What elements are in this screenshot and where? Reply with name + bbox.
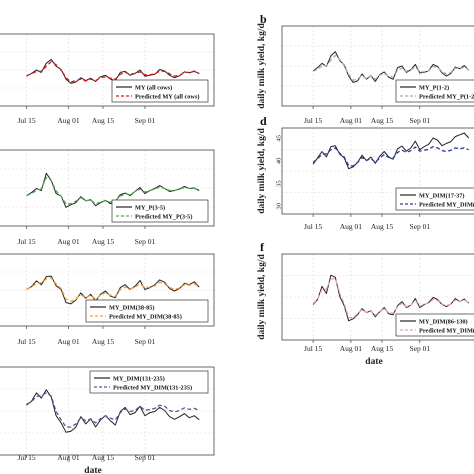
x-tick-label: Aug 15 xyxy=(92,337,115,346)
x-tick-label: Sep 01 xyxy=(135,116,156,125)
x-tick-label: Jul 15 xyxy=(17,116,35,125)
x-tick-label: Jul 15 xyxy=(17,453,35,462)
legend-label: Predicted MY_DIM(17-37) xyxy=(419,201,474,208)
x-tick-label: Aug 15 xyxy=(371,222,394,231)
x-tick-label: Aug 01 xyxy=(340,116,363,125)
x-tick-label: Sep 01 xyxy=(409,222,430,231)
legend-label: Predicted MY_DIM(131-235) xyxy=(113,384,192,391)
x-tick-label: Aug 15 xyxy=(92,116,115,125)
x-tick-label: Aug 01 xyxy=(340,344,363,353)
panel-7: Jul 15 Aug 01 Aug 15 Sep 01 date MY_DIM(131-2… xyxy=(0,366,215,474)
x-axis-label: date xyxy=(84,466,101,474)
series-line-predicted xyxy=(312,145,469,167)
panel-5: Jul 15 Aug 01 Aug 15 Sep 01 MY_DIM(38-85) Pre… xyxy=(0,253,215,346)
panel-letter: b xyxy=(260,12,267,26)
x-tick-label: Aug 15 xyxy=(371,344,394,353)
legend-box xyxy=(89,370,209,394)
legend-label: MY_DIM(86-130) xyxy=(419,318,468,325)
series-line-predicted xyxy=(312,54,470,82)
series-line-predicted xyxy=(312,277,470,319)
y-tick-label: 45 xyxy=(276,135,283,142)
legend-box xyxy=(85,299,209,323)
x-tick-label: Aug 01 xyxy=(57,453,80,462)
legend-label: MY_DIM(38-85) xyxy=(109,304,154,311)
legend-label: Predicted MY_P(1-2) xyxy=(419,93,474,100)
legend-label: Predicted MY_DIM(38-85) xyxy=(109,313,182,320)
panel-2: Jul 15 Aug 01 Aug 15 Sep 01 daily milk yield… xyxy=(257,12,474,125)
legend: MY_DIM(38-85) Predicted MY_DIM(38-85) xyxy=(85,299,209,323)
series-line-predicted xyxy=(26,277,200,303)
legend: MY_P(1-2) Predicted MY_P(1-2) xyxy=(395,79,474,103)
x-tick-label: Sep 01 xyxy=(409,344,430,353)
x-tick-label: Sep 01 xyxy=(135,453,156,462)
legend-box xyxy=(111,199,209,223)
legend: MY_DIM(17-37) Predicted MY_DIM(17-37) xyxy=(395,187,474,211)
y-tick-label: 30 xyxy=(276,203,283,210)
x-tick-label: Jul 15 xyxy=(304,222,322,231)
legend-label: MY_DIM(17-37) xyxy=(419,192,464,199)
x-tick-label: Jul 15 xyxy=(17,237,35,246)
series-line-predicted xyxy=(26,61,200,83)
x-tick-label: Aug 15 xyxy=(92,237,115,246)
series-line-predicted xyxy=(26,392,200,428)
x-tick-label: Aug 15 xyxy=(92,453,115,462)
legend-label: Predicted MY_DIM(86-130) xyxy=(419,327,474,334)
x-tick-label: Aug 01 xyxy=(57,237,80,246)
y-tick-label: 35 xyxy=(276,180,283,187)
series-line-observed xyxy=(26,275,200,305)
panel-3: Jul 15 Aug 01 Aug 15 Sep 01 MY_P(3-5) Predict… xyxy=(0,149,215,246)
series-line-observed xyxy=(26,389,200,433)
y-axis-label: daily milk yield, kg/d xyxy=(257,254,267,340)
x-tick-label: Aug 01 xyxy=(57,337,80,346)
panel-4: Jul 15 Aug 01 Aug 15 Sep 01 30 35 40 45 daily mi… xyxy=(257,114,474,231)
y-axis-label: daily milk yield, kg/d xyxy=(257,23,267,109)
panel-letter: d xyxy=(260,114,267,128)
series-line-observed xyxy=(312,51,470,83)
x-tick-label: Aug 01 xyxy=(340,222,363,231)
panel-6: Jul 15 Aug 01 Aug 15 Sep 01 daily milk yield… xyxy=(257,240,474,367)
x-tick-label: Jul 15 xyxy=(304,344,322,353)
legend: MY (all cows) Predicted MY (all cows) xyxy=(111,79,209,103)
legend-label: Predicted MY (all cows) xyxy=(135,93,200,100)
x-tick-label: Jul 15 xyxy=(304,116,322,125)
y-tick-label: 40 xyxy=(276,158,283,165)
legend: MY_DIM(131-235) Predicted MY_DIM(131-235) xyxy=(89,370,209,394)
legend-label: MY_P(1-2) xyxy=(419,84,449,91)
panel-1: Jul 15 Aug 01 Aug 15 Sep 01 MY (all cows) Pre… xyxy=(0,33,215,125)
legend: MY_DIM(86-130) Predicted MY_DIM(86-130) xyxy=(395,313,474,337)
x-tick-label: Aug 15 xyxy=(371,116,394,125)
legend-label: MY (all cows) xyxy=(135,84,172,91)
x-tick-label: Sep 01 xyxy=(135,237,156,246)
panel-letter: f xyxy=(260,240,265,254)
legend: MY_P(3-5) Predicted MY_P(3-5) xyxy=(111,199,209,223)
x-tick-label: Jul 15 xyxy=(17,337,35,346)
x-tick-label: Aug 01 xyxy=(57,116,80,125)
x-axis-label: date xyxy=(365,357,382,367)
y-axis-label: daily milk yield, kg/d xyxy=(257,128,267,214)
legend-label: Predicted MY_P(3-5) xyxy=(135,213,192,220)
x-tick-label: Sep 01 xyxy=(135,337,156,346)
legend-label: MY_P(3-5) xyxy=(135,204,165,211)
x-tick-label: Sep 01 xyxy=(409,116,430,125)
legend-label: MY_DIM(131-235) xyxy=(113,375,165,382)
legend-box xyxy=(111,79,209,103)
